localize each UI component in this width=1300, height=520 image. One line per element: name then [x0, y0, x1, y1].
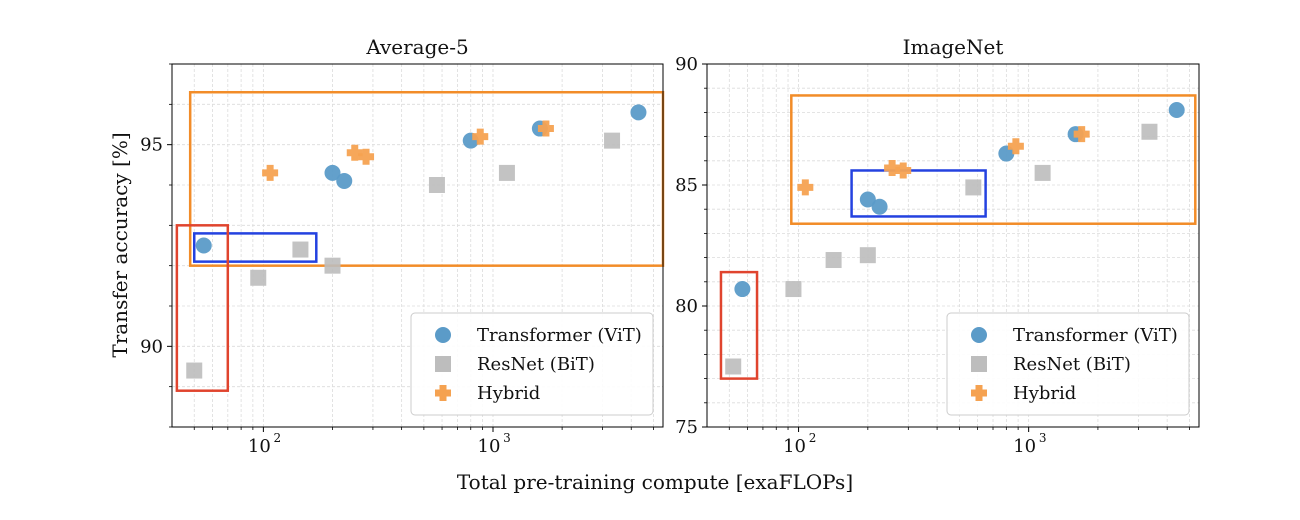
- data-point-hybrid: [358, 148, 375, 165]
- legend-frame: [946, 312, 1190, 416]
- data-point-bit: [1141, 123, 1158, 140]
- data-point-bit: [604, 132, 621, 149]
- data-point-bit: [250, 269, 267, 286]
- y-tick-label: 95: [140, 135, 163, 156]
- legend-label: Hybrid: [1013, 383, 1076, 404]
- y-axis-label: Transfer accuracy [%]: [108, 132, 132, 357]
- highlight-box: [188, 90, 665, 267]
- highlight-box: [175, 224, 230, 392]
- data-point-bit: [859, 247, 876, 264]
- x-axis-label: Total pre-training compute [exaFLOPs]: [457, 470, 853, 494]
- data-point-bit: [292, 241, 309, 258]
- panel-title: Average-5: [365, 35, 468, 59]
- y-tick-label: 80: [675, 296, 698, 317]
- data-point-bit: [428, 177, 445, 193]
- data-point-hybrid: [797, 179, 814, 196]
- y-tick-label: 90: [140, 336, 163, 357]
- data-point-vit: [195, 237, 212, 254]
- x-tick-label: 10: [783, 436, 806, 457]
- data-point-hybrid: [1007, 138, 1024, 155]
- data-point-bit: [785, 281, 802, 298]
- x-tick-exponent: 3: [1039, 431, 1047, 445]
- legend-marker-square: [971, 356, 987, 372]
- data-point-hybrid: [895, 162, 912, 179]
- highlight-box: [850, 169, 987, 218]
- series-plus: [797, 126, 1090, 196]
- highlight-box: [790, 94, 1197, 225]
- data-point-bit: [186, 362, 203, 379]
- x-tick-exponent: 3: [503, 431, 511, 445]
- data-point-vit: [630, 104, 647, 121]
- data-point-vit: [336, 172, 353, 189]
- data-point-bit: [1034, 164, 1051, 181]
- data-point-bit: [498, 164, 515, 181]
- highlight-box: [719, 270, 759, 380]
- data-point-vit: [324, 164, 341, 181]
- x-tick-exponent: 2: [274, 431, 282, 445]
- data-point-hybrid: [1073, 126, 1090, 143]
- legend-label: ResNet (BiT): [477, 354, 595, 375]
- data-point-vit: [871, 198, 888, 215]
- legend-marker-square: [435, 356, 451, 372]
- data-point-vit: [859, 191, 876, 208]
- data-point-vit: [734, 281, 751, 298]
- legend-marker-circle: [971, 327, 987, 343]
- data-point-bit: [965, 179, 982, 196]
- data-point-bit: [825, 252, 842, 269]
- x-tick-label: 10: [248, 436, 271, 457]
- legend-marker-circle: [435, 327, 451, 343]
- legend: Transformer (ViT) ResNet (BiT) Hybrid: [946, 312, 1190, 416]
- series-square: [186, 132, 621, 379]
- y-tick-label: 75: [675, 417, 698, 438]
- legend-label: ResNet (BiT): [1013, 354, 1131, 375]
- data-point-hybrid: [346, 144, 363, 161]
- data-point-hybrid: [262, 164, 279, 181]
- series-plus: [262, 120, 554, 181]
- legend-label: Hybrid: [477, 383, 540, 404]
- x-tick-label: 10: [478, 436, 501, 457]
- data-point-bit: [324, 257, 341, 274]
- y-tick-label: 85: [675, 175, 698, 196]
- panel-title: ImageNet: [903, 35, 1004, 59]
- legend-label: Transformer (ViT): [1013, 325, 1178, 346]
- data-point-hybrid: [884, 160, 901, 177]
- data-point-vit: [1168, 101, 1185, 118]
- legend-marker-plus: [435, 385, 451, 401]
- data-point-hybrid: [472, 128, 489, 145]
- legend-frame: [410, 312, 654, 416]
- data-point-bit: [725, 358, 742, 375]
- series-square: [725, 123, 1158, 375]
- legend-label: Transformer (ViT): [477, 325, 642, 346]
- axes-frame: [706, 63, 1200, 428]
- highlight-box: [193, 232, 318, 263]
- x-tick-label: 10: [1013, 436, 1036, 457]
- axes-frame: [171, 63, 664, 428]
- x-tick-exponent: 2: [809, 431, 817, 445]
- legend: Transformer (ViT) ResNet (BiT) Hybrid: [410, 312, 654, 416]
- legend-marker-plus: [971, 385, 987, 401]
- data-point-hybrid: [537, 120, 554, 137]
- y-tick-label: 90: [675, 54, 698, 75]
